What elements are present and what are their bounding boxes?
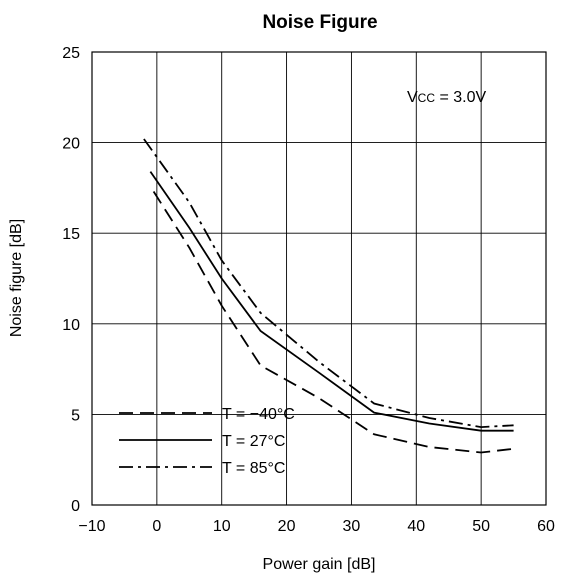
x-tick-label-1: 0 bbox=[152, 518, 161, 535]
vcc-annotation-v: V bbox=[407, 89, 418, 106]
legend: T = −40°C T = 27°C T = 85°C bbox=[119, 406, 295, 477]
series-line-1 bbox=[149, 171, 514, 432]
y-tick-label-0: 0 bbox=[71, 498, 80, 515]
x-axis-label: Power gain [dB] bbox=[263, 556, 376, 573]
vcc-annotation: VCC = 3.0V bbox=[407, 89, 486, 106]
grid bbox=[92, 52, 546, 505]
vcc-annotation-rest: = 3.0V bbox=[435, 89, 486, 106]
series-line-0 bbox=[152, 191, 514, 454]
x-tick-label-2: 10 bbox=[213, 518, 231, 535]
x-tick-label-6: 50 bbox=[472, 518, 490, 535]
y-axis-label: Noise figure [dB] bbox=[8, 219, 25, 337]
plot-frame bbox=[91, 51, 547, 506]
y-tick-label-1: 5 bbox=[71, 407, 80, 424]
legend-label-0: T = −40°C bbox=[222, 406, 295, 423]
x-tick-label-4: 30 bbox=[343, 518, 361, 535]
series-line-2 bbox=[143, 138, 514, 429]
y-tick-label-3: 15 bbox=[62, 226, 80, 243]
x-tick-label-5: 40 bbox=[407, 518, 425, 535]
series-lines bbox=[143, 138, 514, 454]
vcc-annotation-sub: CC bbox=[418, 91, 436, 105]
y-tick-label-2: 10 bbox=[62, 317, 80, 334]
y-tick-label-4: 20 bbox=[62, 136, 80, 153]
x-tick-label-3: 20 bbox=[278, 518, 296, 535]
chart-title: Noise Figure bbox=[262, 12, 377, 33]
legend-label-2: T = 85°C bbox=[222, 460, 285, 477]
x-tick-label-0: −10 bbox=[78, 518, 105, 535]
legend-label-1: T = 27°C bbox=[222, 433, 285, 450]
x-tick-label-7: 60 bbox=[537, 518, 555, 535]
y-tick-label-5: 25 bbox=[62, 45, 80, 62]
tick-labels: −10 0 10 20 30 40 50 60 0 5 10 15 20 25 bbox=[62, 45, 555, 535]
